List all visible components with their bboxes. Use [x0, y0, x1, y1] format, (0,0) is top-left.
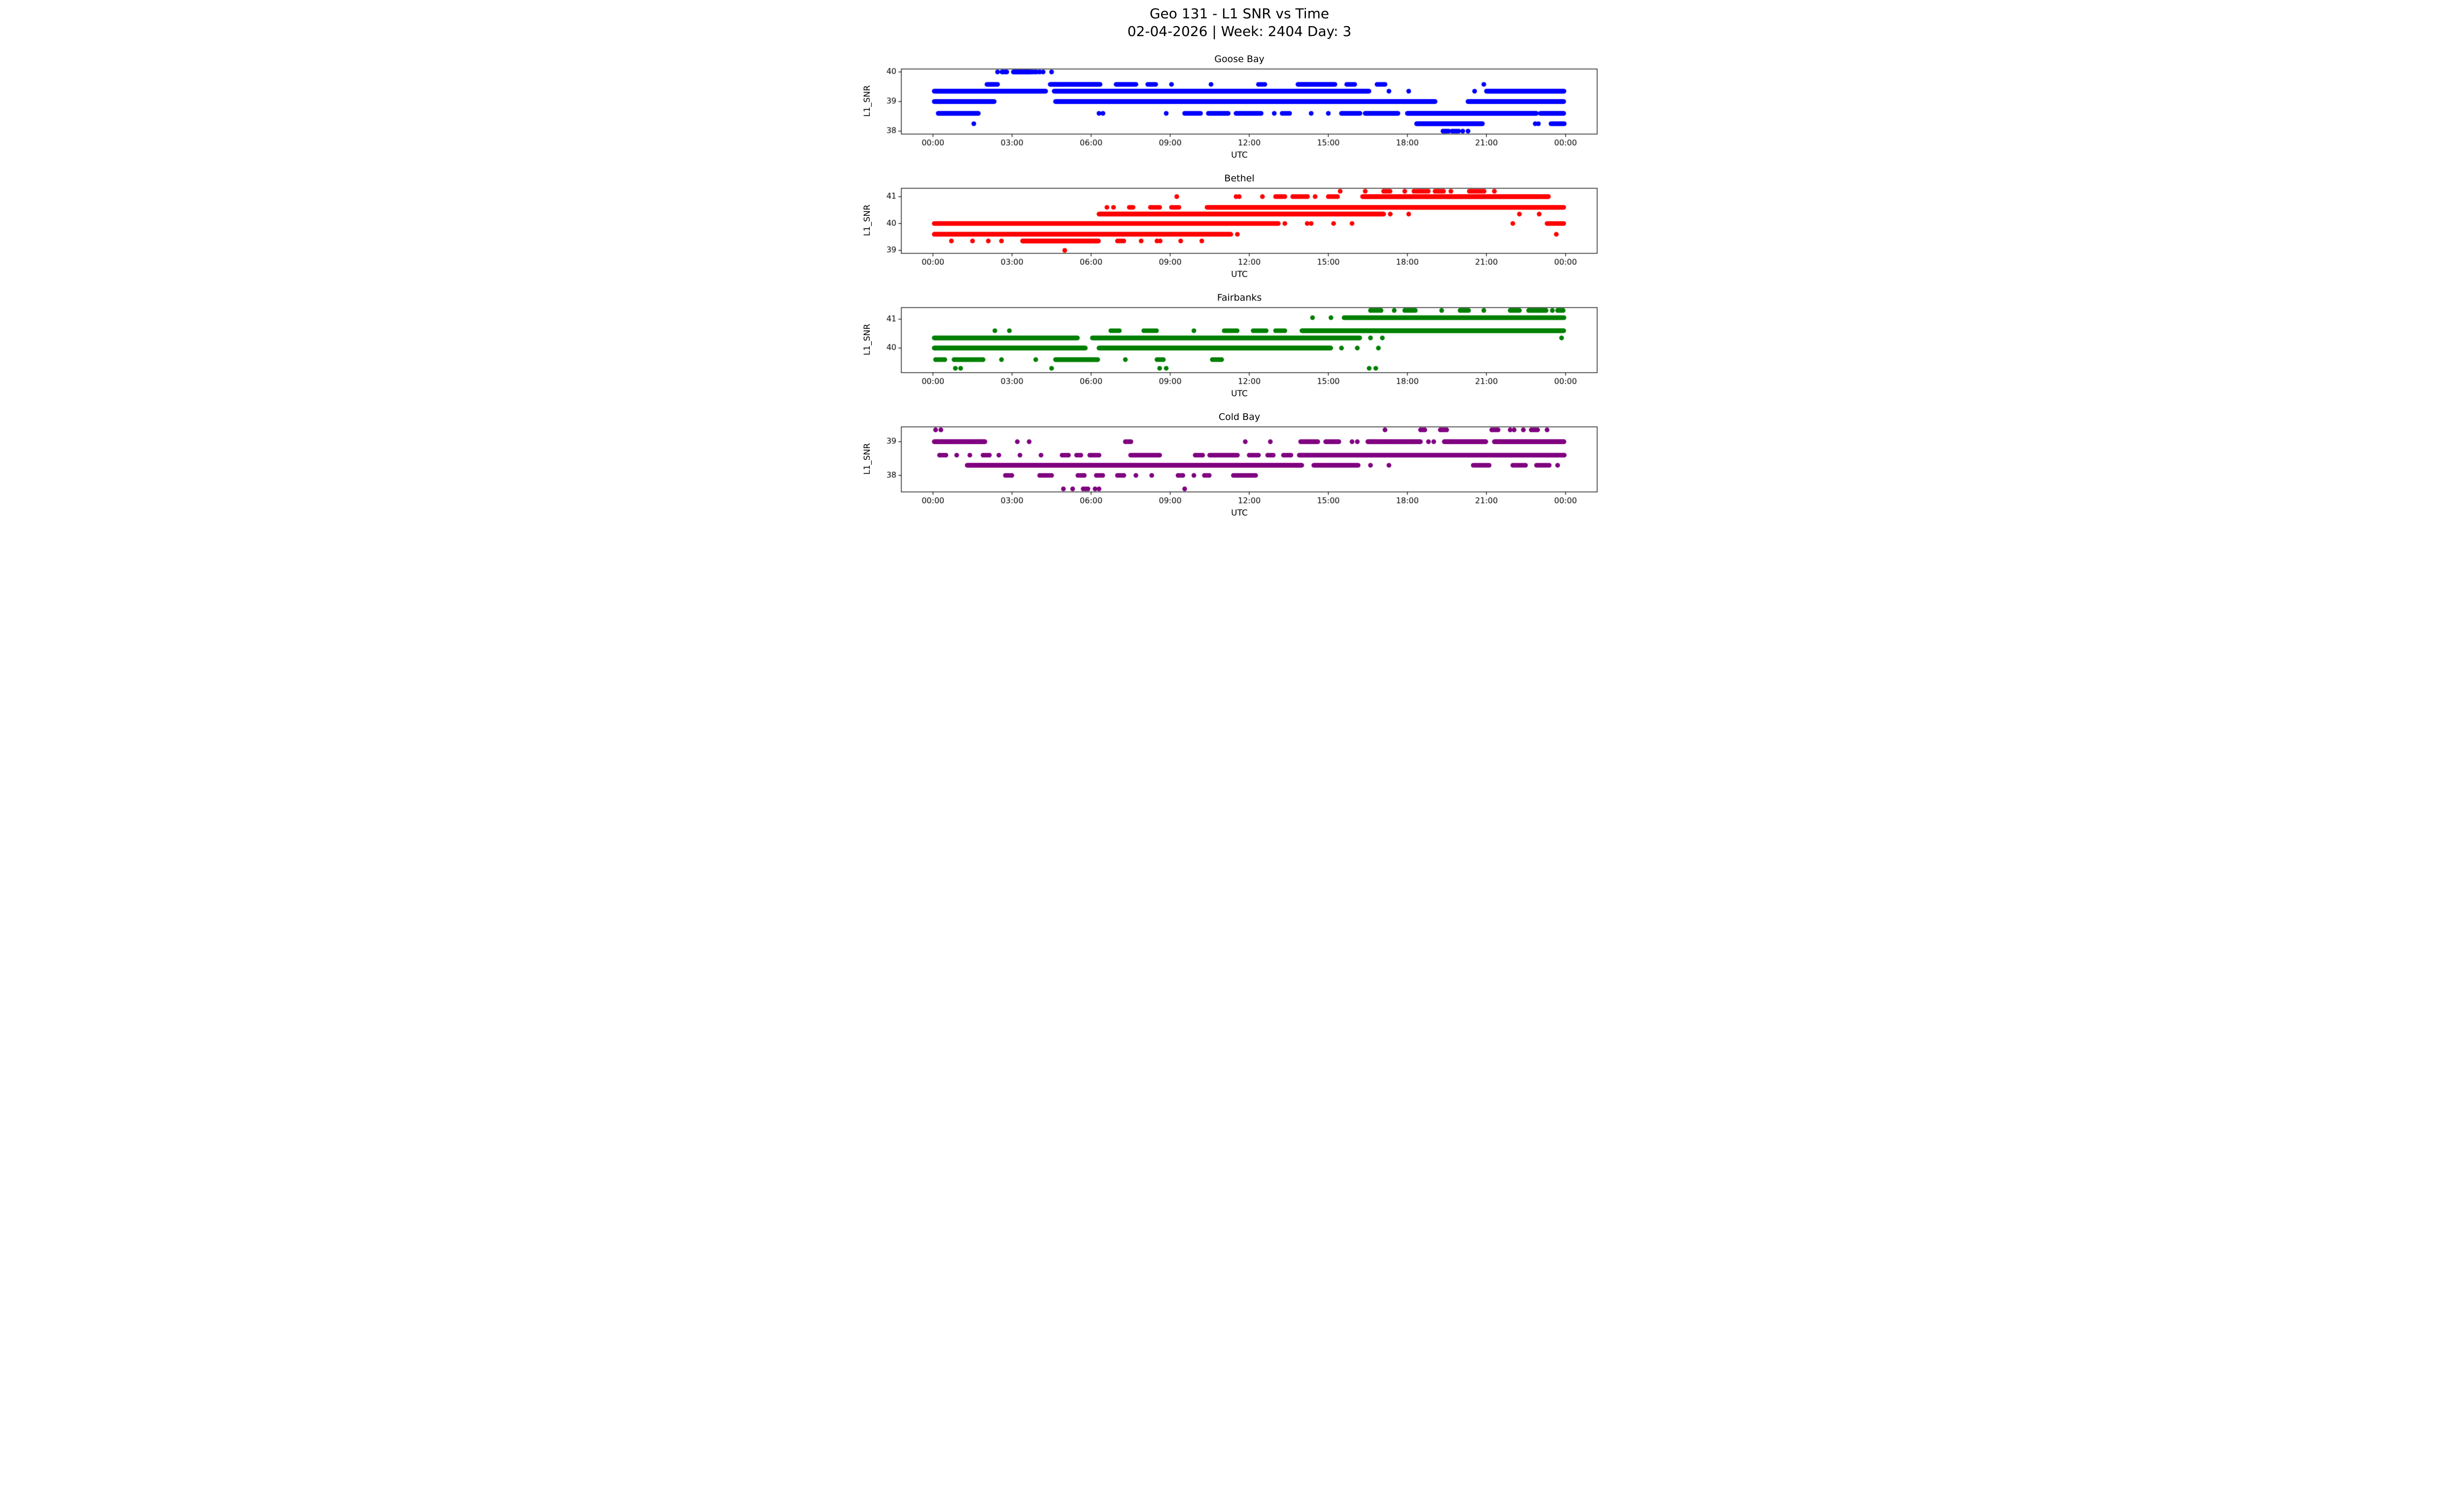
snr-figure: Geo 131 - L1 SNR vs Time 02-04-2026 | We…: [846, 0, 1618, 530]
goose-bay-scatter-plot: [863, 66, 1602, 151]
subplot-title-bethel: Bethel: [1224, 173, 1255, 184]
y-axis-label-fairbanks: L1_SNR: [862, 323, 872, 355]
subplot-fairbanks: Fairbanks L1_SNR UTC: [846, 292, 1618, 399]
bethel-scatter-plot: [863, 185, 1602, 271]
y-axis-label-cold-bay: L1_SNR: [862, 443, 872, 475]
subplot-bethel: Bethel L1_SNR UTC: [846, 173, 1618, 279]
fairbanks-scatter-plot: [863, 305, 1602, 390]
subplot-goose-bay: Goose Bay L1_SNR UTC: [846, 54, 1618, 160]
subplot-cold-bay: Cold Bay L1_SNR UTC: [846, 412, 1618, 518]
x-axis-label-cold-bay: UTC: [1231, 508, 1248, 518]
figure-title: Geo 131 - L1 SNR vs Time 02-04-2026 | We…: [846, 5, 1618, 41]
subplot-title-goose-bay: Goose Bay: [1214, 53, 1265, 65]
x-axis-label-fairbanks: UTC: [1231, 388, 1248, 399]
subplot-title-fairbanks: Fairbanks: [1217, 292, 1262, 303]
subplot-title-cold-bay: Cold Bay: [1218, 411, 1261, 422]
y-axis-label-goose-bay: L1_SNR: [862, 85, 872, 117]
figure-title-line2: 02-04-2026 | Week: 2404 Day: 3: [1127, 23, 1352, 40]
cold-bay-scatter-plot: [863, 424, 1602, 509]
x-axis-label-bethel: UTC: [1231, 269, 1248, 279]
y-axis-label-bethel: L1_SNR: [862, 204, 872, 236]
figure-title-line1: Geo 131 - L1 SNR vs Time: [1149, 5, 1330, 22]
x-axis-label-goose-bay: UTC: [1231, 150, 1248, 160]
